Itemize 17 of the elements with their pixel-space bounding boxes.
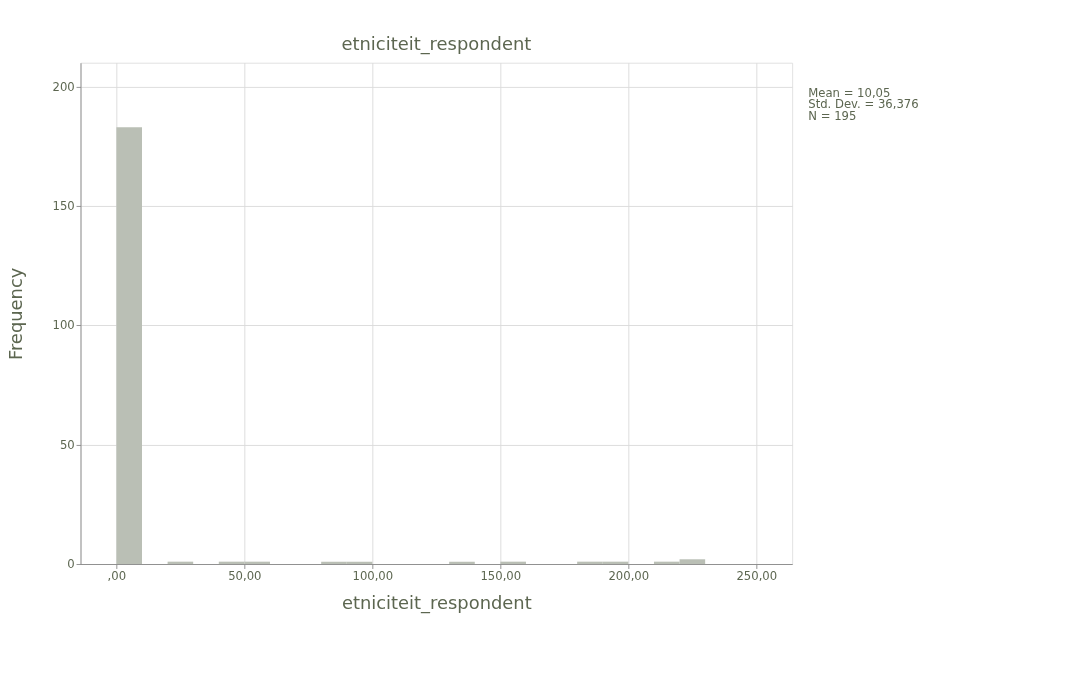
x-tick-label: 100,00: [352, 568, 394, 583]
text: N = 195: [808, 109, 857, 124]
x-tick-label: 200,00: [608, 568, 650, 583]
y-tick-label: 0: [67, 557, 75, 572]
text: Std. Dev. = 36,376: [808, 97, 919, 112]
y-tick-label: 150: [52, 199, 75, 214]
y-axis-title: Frequency: [5, 267, 27, 361]
x-axis-title: etniciteit_respondent: [341, 592, 532, 615]
chart-title: etniciteit_respondent: [341, 33, 532, 56]
y-tick-label: 100: [52, 318, 75, 333]
text: Mean = 10,05: [808, 85, 891, 100]
x-tick-label: 150,00: [480, 568, 522, 583]
x-tick-label: ,00: [107, 568, 127, 583]
y-tick-label: 50: [59, 437, 75, 452]
x-tick-label: 250,00: [736, 568, 778, 583]
y-tick-label: 200: [52, 79, 75, 94]
x-tick-label: 50,00: [228, 568, 262, 583]
